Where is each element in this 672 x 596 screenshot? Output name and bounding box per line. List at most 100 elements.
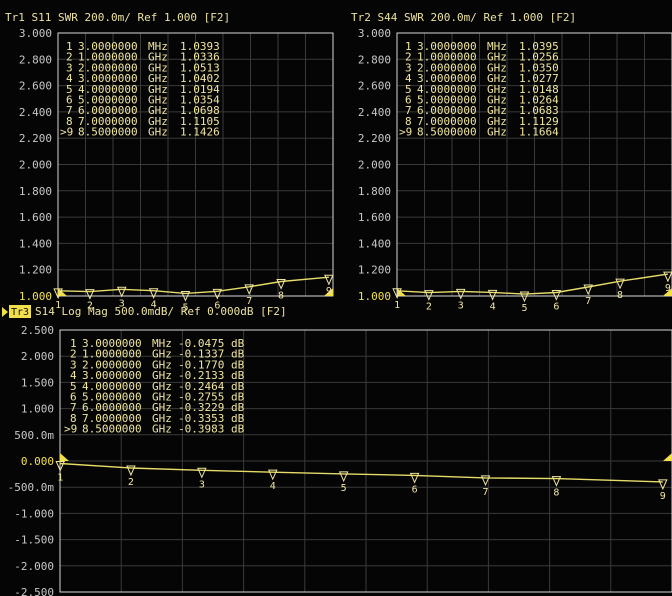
marker-number-label: 9 — [660, 491, 666, 502]
marker-table-row: 2 1.0000000 GHz 1.0256 — [405, 51, 559, 64]
y-tick-label: -1.000 — [14, 507, 54, 520]
y-tick-label: 1.200 — [358, 264, 391, 277]
marker-value: -0.2755 dB — [178, 391, 245, 404]
marker-number-label: 9 — [665, 283, 671, 294]
trace-title-tr1[interactable]: Tr1 S11 SWR 200.0m/ Ref 1.000 [F2] — [5, 11, 230, 24]
marker-value: 1.0194 — [180, 83, 220, 96]
marker-freq: 4.0000000 — [78, 83, 138, 96]
y-tick-label: 2.600 — [358, 80, 391, 93]
marker-value: 1.0256 — [519, 51, 559, 64]
plot-frame-tr2 — [396, 32, 672, 297]
y-ticks-tr3: 2.500 2.000 1.500 1.000 500.0m 0.000 -500.0m -1… — [8, 324, 672, 596]
ref-right-icon — [663, 288, 672, 296]
marker-value: 1.0354 — [180, 94, 220, 107]
marker-table-tr3: 1 3.0000000 MHz -0.0475 dB 2 1.0000000 GHz -0.1… — [64, 337, 245, 436]
marker-triangle-icon — [126, 465, 136, 477]
marker-triangle-icon — [338, 471, 349, 483]
marker-table-row: >9 8.5000000 GHz -0.3983 dB — [64, 423, 245, 436]
marker-table-row: 4 3.0000000 GHz -0.2133 dB — [70, 369, 245, 382]
marker-unit: GHz — [148, 83, 168, 96]
marker-number-label: 6 — [412, 484, 418, 495]
marker-triangle-icon — [519, 291, 530, 303]
marker-freq: 5.0000000 — [417, 94, 477, 107]
marker-freq: 2.0000000 — [417, 61, 477, 74]
marker-number-label: 5 — [341, 483, 347, 494]
marker-table-row: 1 3.0000000 MHz 1.0395 — [405, 40, 559, 53]
marker-value: -0.2133 dB — [178, 369, 245, 382]
y-tick-label: 1.000 — [21, 403, 54, 416]
marker-unit: GHz — [487, 126, 507, 139]
marker-unit: MHz — [487, 40, 507, 53]
marker-number-label: 8 — [278, 290, 284, 301]
marker-value: -0.0475 dB — [178, 337, 245, 350]
marker-unit: GHz — [487, 94, 507, 107]
marker-num: 5 — [70, 380, 77, 393]
marker-num: 3 — [405, 61, 412, 74]
marker-num: 8 — [70, 412, 77, 425]
marker-triangle-icon — [551, 290, 562, 301]
marker-table-row: 4 3.0000000 GHz 1.0402 — [66, 72, 220, 85]
trace-line — [60, 462, 663, 483]
y-tick-label: 1.400 — [358, 237, 391, 250]
marker-triangle-icon — [409, 472, 420, 484]
marker-freq: 3.0000000 — [417, 40, 477, 53]
y-tick-label: 2.000 — [19, 159, 52, 172]
marker-triangle-icon — [424, 290, 434, 301]
marker-table-row: 7 6.0000000 GHz 1.0698 — [66, 104, 220, 117]
marker-triangle-icon — [583, 284, 593, 296]
y-tick-label: 1.000 — [19, 290, 52, 303]
y-tick-label: 0.000 — [21, 455, 54, 468]
trace-title-tr2[interactable]: Tr2 S44 SWR 200.0m/ Ref 1.000 [F2] — [351, 11, 576, 24]
y-tick-label: 2.000 — [21, 350, 54, 363]
marker-unit: GHz — [152, 358, 172, 371]
trace-badge-tr3[interactable] — [9, 305, 31, 318]
marker-unit: GHz — [148, 72, 168, 85]
marker-number-label: 8 — [617, 290, 623, 301]
marker-num: 1 — [66, 40, 73, 53]
marker-num: 5 — [405, 83, 412, 96]
y-tick-label: 1.200 — [19, 264, 52, 277]
marker-table-row: 6 5.0000000 GHz 1.0354 — [66, 94, 220, 107]
marker-unit: GHz — [148, 51, 168, 64]
marker-number-label: 7 — [483, 487, 489, 498]
marker-freq: 1.0000000 — [78, 51, 138, 64]
marker-unit: GHz — [148, 94, 168, 107]
marker-unit: GHz — [148, 61, 168, 74]
marker-table-row: 6 5.0000000 GHz 1.0264 — [405, 94, 559, 107]
marker-table-row: 3 2.0000000 GHz 1.0350 — [405, 61, 559, 74]
trace-window-tr1[interactable]: Tr1 S11 SWR 200.0m/ Ref 1.000 [F2] 3.000… — [5, 11, 334, 313]
marker-table-row: 1 3.0000000 MHz 1.0393 — [66, 40, 220, 53]
marker-number-label: 6 — [553, 302, 559, 313]
trace-window-tr3[interactable]: Tr3 S14 Log Mag 500.0mdB/ Ref 0.000dB [F… — [2, 305, 672, 596]
trace-window-tr2[interactable]: Tr2 S44 SWR 200.0m/ Ref 1.000 [F2] 3.000… — [351, 11, 672, 314]
marker-num: 6 — [70, 391, 77, 404]
marker-table-row: 5 4.0000000 GHz 1.0148 — [405, 83, 559, 96]
active-trace-arrow-icon — [2, 307, 8, 317]
marker-num: 4 — [405, 72, 412, 85]
marker-unit: MHz — [148, 40, 168, 53]
marker-value: 1.0264 — [519, 94, 559, 107]
marker-unit: GHz — [152, 391, 172, 404]
marker-table-row: 6 5.0000000 GHz -0.2755 dB — [70, 391, 245, 404]
marker-unit: GHz — [487, 104, 507, 117]
y-tick-label: 500.0m — [14, 429, 54, 442]
marker-freq: 8.5000000 — [417, 126, 477, 139]
trace-title-tr3[interactable]: S14 Log Mag 500.0mdB/ Ref 0.000dB [F2] — [35, 305, 287, 318]
marker-value: -0.2464 dB — [178, 380, 245, 393]
marker-num: 4 — [66, 72, 73, 85]
marker-value: 1.0683 — [519, 104, 559, 117]
marker-num: 5 — [66, 83, 73, 96]
marker-triangle-icon — [392, 288, 402, 300]
y-tick-label: 1.800 — [358, 185, 391, 198]
marker-unit: GHz — [152, 380, 172, 393]
marker-triangle-icon — [324, 274, 334, 286]
marker-number-label: 4 — [490, 301, 496, 312]
marker-table-tr1: 1 3.0000000 MHz 1.0393 2 1.0000000 GHz 1.0336 3 2… — [60, 40, 220, 139]
marker-unit: GHz — [487, 61, 507, 74]
y-tick-label: -500.0m — [8, 481, 55, 494]
trace-line-tr2 — [397, 273, 669, 295]
marker-freq: 7.0000000 — [417, 115, 477, 128]
marker-freq: 8.5000000 — [78, 126, 138, 139]
